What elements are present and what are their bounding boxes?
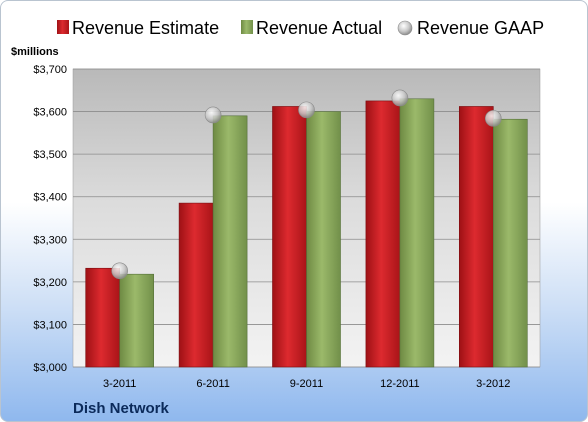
x-tick-label: 6-2011 (196, 378, 229, 390)
x-tick-label: 3-2012 (476, 378, 510, 390)
bar-revenue-actual (399, 98, 435, 368)
legend: Revenue Estimate Revenue Actual Revenue … (57, 18, 544, 38)
legend-label-actual: Revenue Actual (256, 18, 382, 38)
legend-swatch-actual (241, 20, 253, 34)
bar-revenue-estimate (272, 106, 307, 368)
legend-swatch-estimate (57, 20, 69, 34)
marker-revenue-gaap (391, 89, 409, 107)
marker-revenue-gaap (484, 110, 502, 127)
y-tick-label: $3,400 (33, 192, 67, 204)
x-tick-label: 12-2011 (380, 378, 420, 390)
bars (85, 98, 528, 368)
bar-revenue-estimate (365, 100, 401, 368)
legend-label-estimate: Revenue Estimate (72, 18, 219, 38)
y-tick-label: $3,300 (33, 234, 67, 246)
y-tick-label: $3,700 (33, 64, 67, 76)
gaap-markers (111, 89, 502, 280)
legend-label-gaap: Revenue GAAP (417, 18, 544, 38)
y-unit-label: $millions (11, 46, 59, 58)
marker-revenue-gaap (204, 106, 222, 124)
bar-revenue-estimate (85, 267, 120, 368)
x-tick-label: 9-2011 (290, 378, 323, 390)
y-tick-label: $3,600 (33, 107, 67, 119)
company-name: Dish Network (73, 400, 170, 417)
bar-revenue-actual (119, 273, 154, 368)
y-axis: $3,000 $3,100 $3,200 $3,300 $3,400 $3,500 $3,6… (33, 64, 67, 374)
y-tick-label: $3,000 (33, 362, 67, 374)
bar-revenue-actual (212, 115, 248, 368)
x-tick-label: 3-2011 (103, 378, 136, 390)
marker-revenue-gaap (298, 101, 315, 119)
bar-revenue-actual (306, 111, 341, 368)
bar-revenue-actual (492, 118, 528, 368)
bar-revenue-estimate (458, 106, 494, 368)
x-axis: 3-2011 6-2011 9-2011 12-2011 3-2012 (103, 378, 510, 390)
y-tick-label: $3,500 (33, 149, 67, 161)
legend-marker-gaap (397, 20, 413, 36)
y-tick-label: $3,100 (33, 319, 67, 331)
bar-revenue-estimate (178, 202, 214, 368)
marker-revenue-gaap (111, 262, 128, 280)
y-tick-label: $3,200 (33, 277, 67, 289)
